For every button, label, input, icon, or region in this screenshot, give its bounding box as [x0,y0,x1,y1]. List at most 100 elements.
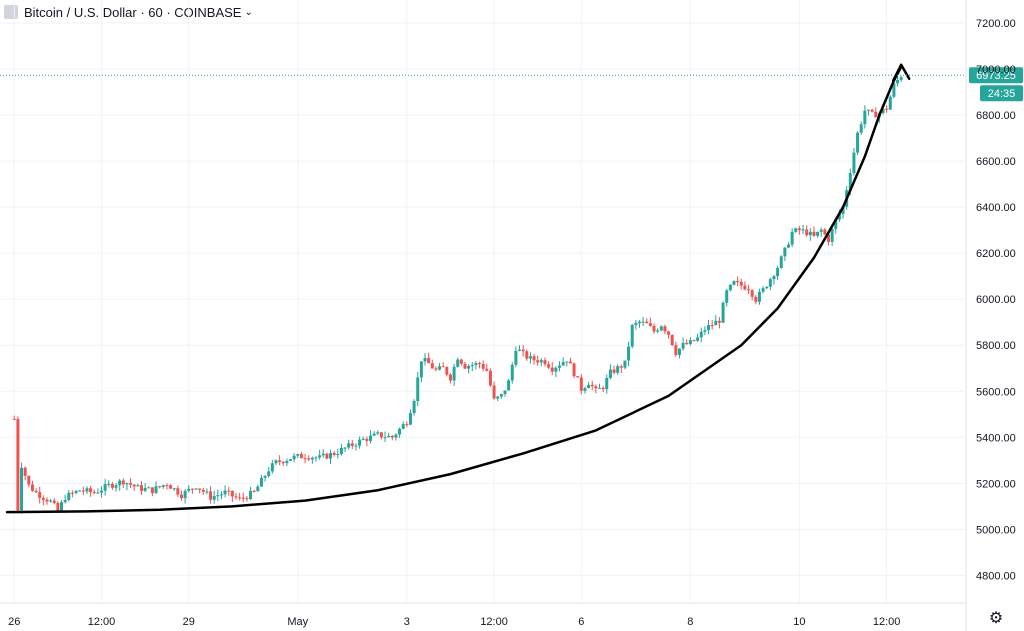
candle-body [870,109,874,112]
last-price-badge [969,67,1023,84]
candle-body [514,350,518,365]
candle-body [34,490,38,493]
candle-body [198,488,202,490]
trend-arrowhead [891,63,911,82]
candle-body [630,325,634,347]
candle-body [528,356,532,359]
candle-body [354,445,358,447]
candle-body [445,366,449,375]
x-tick-label: 12:00 [873,616,901,628]
candle-body [594,386,598,389]
candle-body [728,284,732,291]
candle-body [416,377,420,402]
candle-body [637,321,641,324]
candle-body [681,342,685,349]
candle-body [478,363,482,365]
candle-body [707,325,711,331]
candles [12,75,903,514]
candle-body [249,490,253,500]
candle-body [241,497,245,499]
candle-body [619,366,623,368]
candle-body [147,487,151,489]
candle-body [558,365,562,368]
candle-body [209,491,213,500]
candle-body [859,124,863,133]
candle-body [652,325,656,332]
candle-body [398,428,402,435]
y-tick-label: 5200.00 [976,478,1016,490]
y-tick-label: 6400.00 [976,202,1016,214]
candle-body [318,455,322,458]
candle-body [285,460,289,464]
candle-body [605,377,609,390]
candle-body [692,340,696,342]
candle-body [30,484,34,491]
candle-body [659,326,663,331]
candle-body [459,359,463,364]
candle-body [685,342,689,345]
candle-body [172,488,176,490]
candle-body [576,376,580,378]
candle-body [45,499,49,502]
candle-body [456,359,460,367]
candle-body [158,486,162,488]
candle-body [96,492,100,494]
candle-body [863,110,867,125]
candle-body [136,485,140,487]
x-tick-label: 6 [578,616,584,628]
candle-body [794,228,798,232]
symbol-header[interactable]: Bitcoin / U.S. Dollar · 60 · COINBASE ⌄ [4,3,257,21]
candle-body [837,214,841,220]
candle-body [60,502,64,511]
candle-body [776,267,780,277]
candle-body [329,453,333,459]
candle-body [292,455,296,460]
candle-body [187,488,191,491]
candle-body [474,363,478,366]
symbol-title: Bitcoin / U.S. Dollar · 60 · COINBASE [24,4,242,20]
candle-body [438,366,442,370]
candle-body [376,432,380,434]
y-tick-label: 5000.00 [976,524,1016,536]
candle-body [470,365,474,367]
candle-body [467,365,471,369]
candle-body [754,296,758,302]
candle-body [92,491,96,493]
candle-body [656,330,660,332]
candle-body [238,497,242,499]
last-price-text: 6973.25 [976,70,1016,82]
candle-body [663,326,667,332]
candle-body [841,206,845,215]
chevron-down-icon[interactable]: ⌄ [244,6,253,18]
candle-body [801,229,805,231]
candle-body [129,483,133,485]
candle-body [347,443,351,448]
candle-body [507,380,511,391]
gear-icon[interactable]: ⚙ [988,610,1004,627]
candle-body [714,320,718,326]
candle-body [125,483,129,485]
candle-body [405,424,409,426]
candle-body [790,231,794,245]
candle-body [390,435,394,438]
candle-body [296,454,300,456]
candle-body [336,454,340,456]
candle-body [74,490,78,493]
candle-body [434,368,438,370]
candle-body [78,490,82,492]
candle-body [325,453,329,459]
candle-body [412,401,416,414]
candle-body [823,229,827,235]
candle-body [805,229,809,236]
candle-body [190,488,194,490]
candle-body [561,362,565,366]
y-tick-label: 4800.00 [976,570,1016,582]
candle-body [23,467,27,476]
candle-body [761,288,765,292]
candle-body [852,152,856,174]
chart-grid [0,0,966,603]
candle-body [114,485,118,488]
candle-body [307,458,311,460]
trend-curve-line [5,65,903,514]
